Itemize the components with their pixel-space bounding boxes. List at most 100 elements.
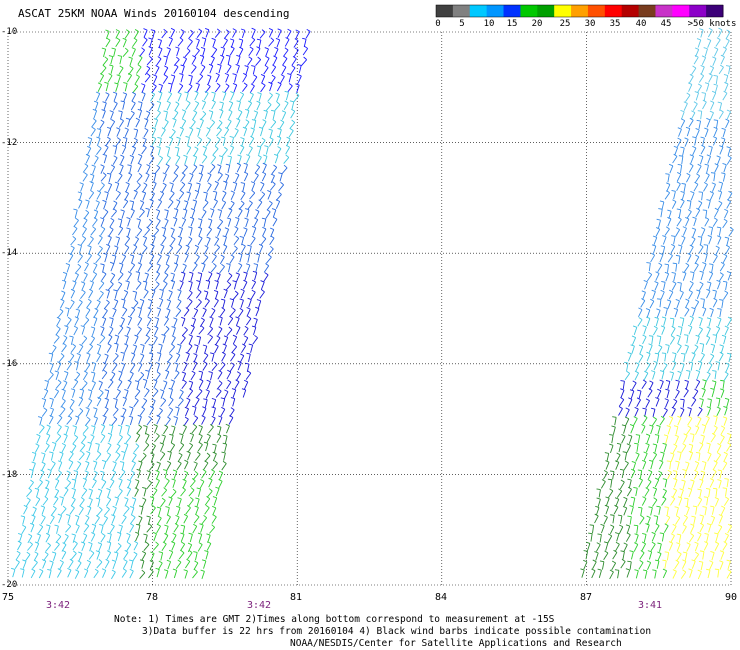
wind-barb <box>178 552 185 560</box>
wind-barb <box>718 515 723 524</box>
wind-barb <box>232 389 237 398</box>
wind-barb <box>114 300 119 309</box>
wind-barb <box>144 337 151 345</box>
wind-barb <box>686 544 691 552</box>
wind-barb <box>48 570 52 579</box>
wind-barb <box>56 417 63 425</box>
wind-barb <box>105 83 109 92</box>
wind-barb <box>102 461 107 470</box>
wind-barb <box>697 418 702 426</box>
wind-barb <box>707 364 713 372</box>
wind-barb <box>167 300 172 309</box>
wind-barb <box>181 382 187 390</box>
wind-barb <box>93 157 99 165</box>
wind-barb <box>74 318 79 326</box>
wind-barb <box>723 336 727 345</box>
wind-barb <box>672 362 677 371</box>
wind-barb <box>201 264 206 273</box>
wind-barb <box>219 317 223 326</box>
wind-barb <box>630 390 635 399</box>
wind-barb <box>583 561 588 570</box>
lat-label-20: -20 <box>1 580 18 590</box>
wind-barb <box>102 110 106 119</box>
wind-barb <box>693 516 696 525</box>
wind-barb <box>121 210 125 219</box>
wind-barb <box>224 436 228 445</box>
wind-barb <box>199 120 204 128</box>
wind-barb <box>80 238 87 246</box>
wind-barb <box>133 542 139 551</box>
wind-barb <box>722 221 728 229</box>
wind-barb <box>252 76 258 84</box>
wind-barb <box>261 173 267 182</box>
wind-barb <box>150 345 154 354</box>
wind-barb <box>665 435 669 444</box>
wind-barb <box>605 506 610 515</box>
wind-barb <box>242 183 246 192</box>
wind-barb <box>190 372 196 381</box>
wind-barb <box>147 516 151 525</box>
wind-barb <box>702 137 705 146</box>
wind-barb <box>103 49 107 57</box>
wind-barb <box>129 112 135 121</box>
note-line-3: NOAA/NESDIS/Center for Satellite Applica… <box>290 638 622 649</box>
wind-barb <box>672 156 678 164</box>
wind-barb <box>194 103 200 111</box>
wind-barb <box>714 85 718 94</box>
wind-barb <box>193 354 198 363</box>
wind-barb <box>671 526 677 534</box>
wind-barb <box>167 247 174 255</box>
wind-barb <box>679 327 683 336</box>
wind-barb <box>655 273 660 281</box>
wind-barb <box>65 482 72 490</box>
wind-barb <box>115 139 121 147</box>
wind-barb <box>77 301 83 309</box>
wind-barb <box>135 435 141 443</box>
wind-barb <box>143 130 149 138</box>
wind-barb <box>12 569 16 578</box>
wind-barb <box>149 407 155 416</box>
wind-barb <box>712 427 718 435</box>
wind-barb <box>201 571 205 580</box>
wind-barb <box>639 346 644 355</box>
wind-barb <box>122 398 127 407</box>
wind-barb <box>127 218 131 227</box>
wind-barb <box>646 435 651 444</box>
wind-barb <box>85 155 90 164</box>
wind-barb <box>96 561 103 569</box>
wind-barb <box>658 336 662 345</box>
wind-barb <box>63 489 69 497</box>
wind-barb <box>160 390 165 399</box>
wind-barb <box>94 102 99 111</box>
wind-barb <box>194 399 200 407</box>
wind-barb <box>210 471 216 479</box>
time-label-middle: 3:42 <box>246 600 272 611</box>
wind-barb <box>58 355 65 363</box>
wind-barb <box>718 353 724 362</box>
wind-barb <box>185 102 191 110</box>
wind-barb <box>64 372 69 381</box>
scale-swatch <box>520 5 538 17</box>
wind-barb <box>693 218 697 227</box>
wind-barb <box>227 318 234 326</box>
wind-barb <box>680 409 685 417</box>
wind-barb <box>703 425 707 434</box>
wind-barb <box>37 526 44 534</box>
wind-barb <box>41 463 46 472</box>
wind-barb <box>618 444 622 453</box>
wind-barb <box>173 218 178 227</box>
wind-barb <box>626 445 631 453</box>
wind-barb <box>107 128 112 137</box>
wind-barb <box>115 344 119 353</box>
wind-barb <box>131 93 137 102</box>
wind-barb <box>127 426 130 435</box>
wind-barb <box>166 102 171 111</box>
wind-barb <box>628 399 633 407</box>
wind-barb <box>693 57 699 65</box>
wind-barb <box>68 561 74 569</box>
wind-barb <box>187 552 193 560</box>
wind-barb <box>90 129 96 137</box>
wind-barb <box>683 184 686 193</box>
wind-barb <box>60 300 65 309</box>
wind-barb <box>61 497 64 506</box>
